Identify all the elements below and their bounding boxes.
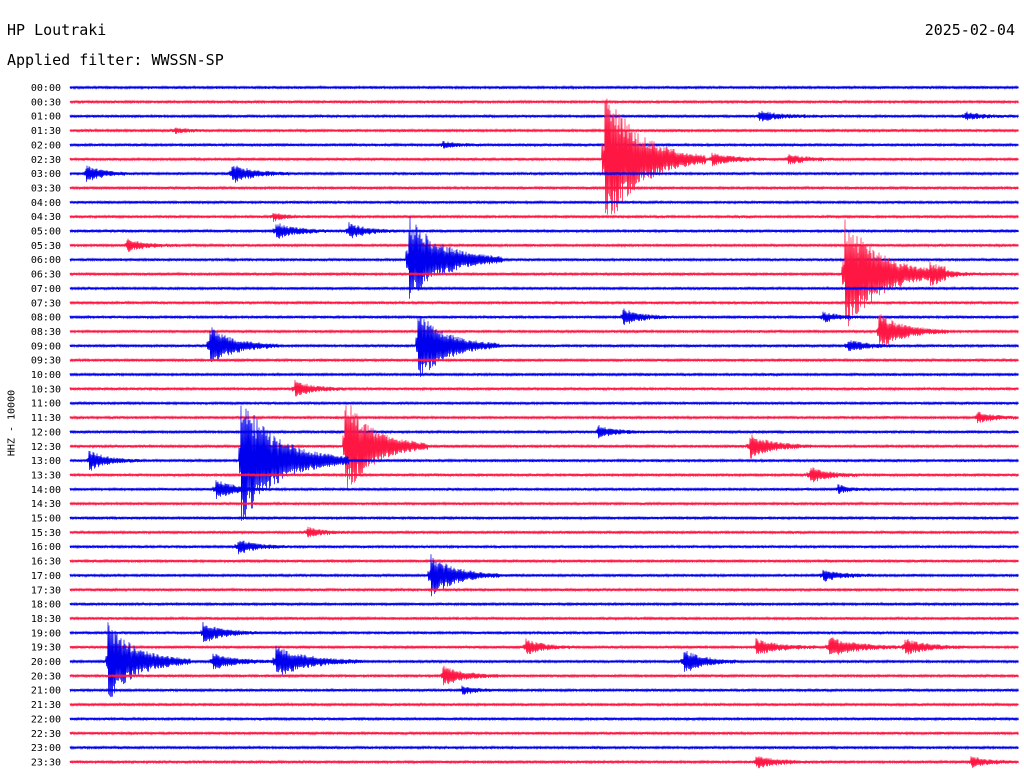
row-time-label: 07:30: [31, 298, 61, 309]
row-time-label: 03:30: [31, 183, 61, 194]
row-time-label: 10:00: [31, 370, 61, 381]
row-time-label: 11:00: [31, 399, 61, 410]
row-time-label: 23:30: [31, 757, 61, 768]
row-time-label: 08:00: [31, 313, 61, 324]
row-time-label: 17:30: [31, 585, 61, 596]
row-time-label: 05:00: [31, 227, 61, 238]
row-time-label: 11:30: [31, 413, 61, 424]
row-time-label: 14:30: [31, 499, 61, 510]
row-time-label: 08:30: [31, 327, 61, 338]
row-time-label: 19:30: [31, 643, 61, 654]
row-time-label: 22:00: [31, 714, 61, 725]
row-time-label: 04:00: [31, 198, 61, 209]
trace-row-1900: [69, 621, 1019, 643]
row-time-label: 12:00: [31, 427, 61, 438]
row-time-label: 03:00: [31, 169, 61, 180]
row-time-label: 02:30: [31, 155, 61, 166]
trace-row-1930: [69, 637, 1019, 655]
row-time-label: 01:30: [31, 126, 61, 137]
record-date: 2025-02-04: [924, 21, 1015, 39]
row-time-label: 18:00: [31, 600, 61, 611]
row-time-label: 16:00: [31, 542, 61, 553]
row-time-label: 01:00: [31, 112, 61, 123]
row-time-label: 14:00: [31, 485, 61, 496]
row-time-label: 00:00: [31, 83, 61, 94]
row-time-label: 21:30: [31, 700, 61, 711]
row-time-label: 13:30: [31, 470, 61, 481]
station-name: HP Loutraki: [7, 21, 107, 39]
row-time-label: 09:30: [31, 356, 61, 367]
row-time-label: 09:00: [31, 341, 61, 352]
row-time-label: 13:00: [31, 456, 61, 467]
row-time-label: 04:30: [31, 212, 61, 223]
row-time-label: 02:00: [31, 140, 61, 151]
row-time-label: 10:30: [31, 384, 61, 395]
row-time-label: 21:00: [31, 686, 61, 697]
row-time-label: 07:00: [31, 284, 61, 295]
row-time-label: 12:30: [31, 442, 61, 453]
row-time-label: 20:00: [31, 657, 61, 668]
row-labels: 00:00 00:30 01:00 01:30 02:00 02:30 03:00 03:30…: [31, 83, 61, 768]
row-time-label: 15:30: [31, 528, 61, 539]
row-time-label: 00:30: [31, 97, 61, 108]
row-time-label: 16:30: [31, 557, 61, 568]
filter-label: Applied filter: WWSSN-SP: [7, 51, 224, 69]
trace-row-1600: [69, 540, 1019, 555]
row-time-label: 23:00: [31, 743, 61, 754]
row-time-label: 20:30: [31, 671, 61, 682]
trace-row-0630: [69, 219, 1019, 327]
row-time-label: 06:30: [31, 270, 61, 281]
trace-row-0430: [69, 212, 1019, 222]
row-time-label: 22:30: [31, 729, 61, 740]
row-time-label: 17:00: [31, 571, 61, 582]
row-time-label: 15:00: [31, 514, 61, 525]
row-time-label: 06:00: [31, 255, 61, 266]
row-time-label: 19:00: [31, 628, 61, 639]
trace-rows: [69, 84, 1019, 769]
row-time-label: 05:30: [31, 241, 61, 252]
row-time-label: 18:30: [31, 614, 61, 625]
